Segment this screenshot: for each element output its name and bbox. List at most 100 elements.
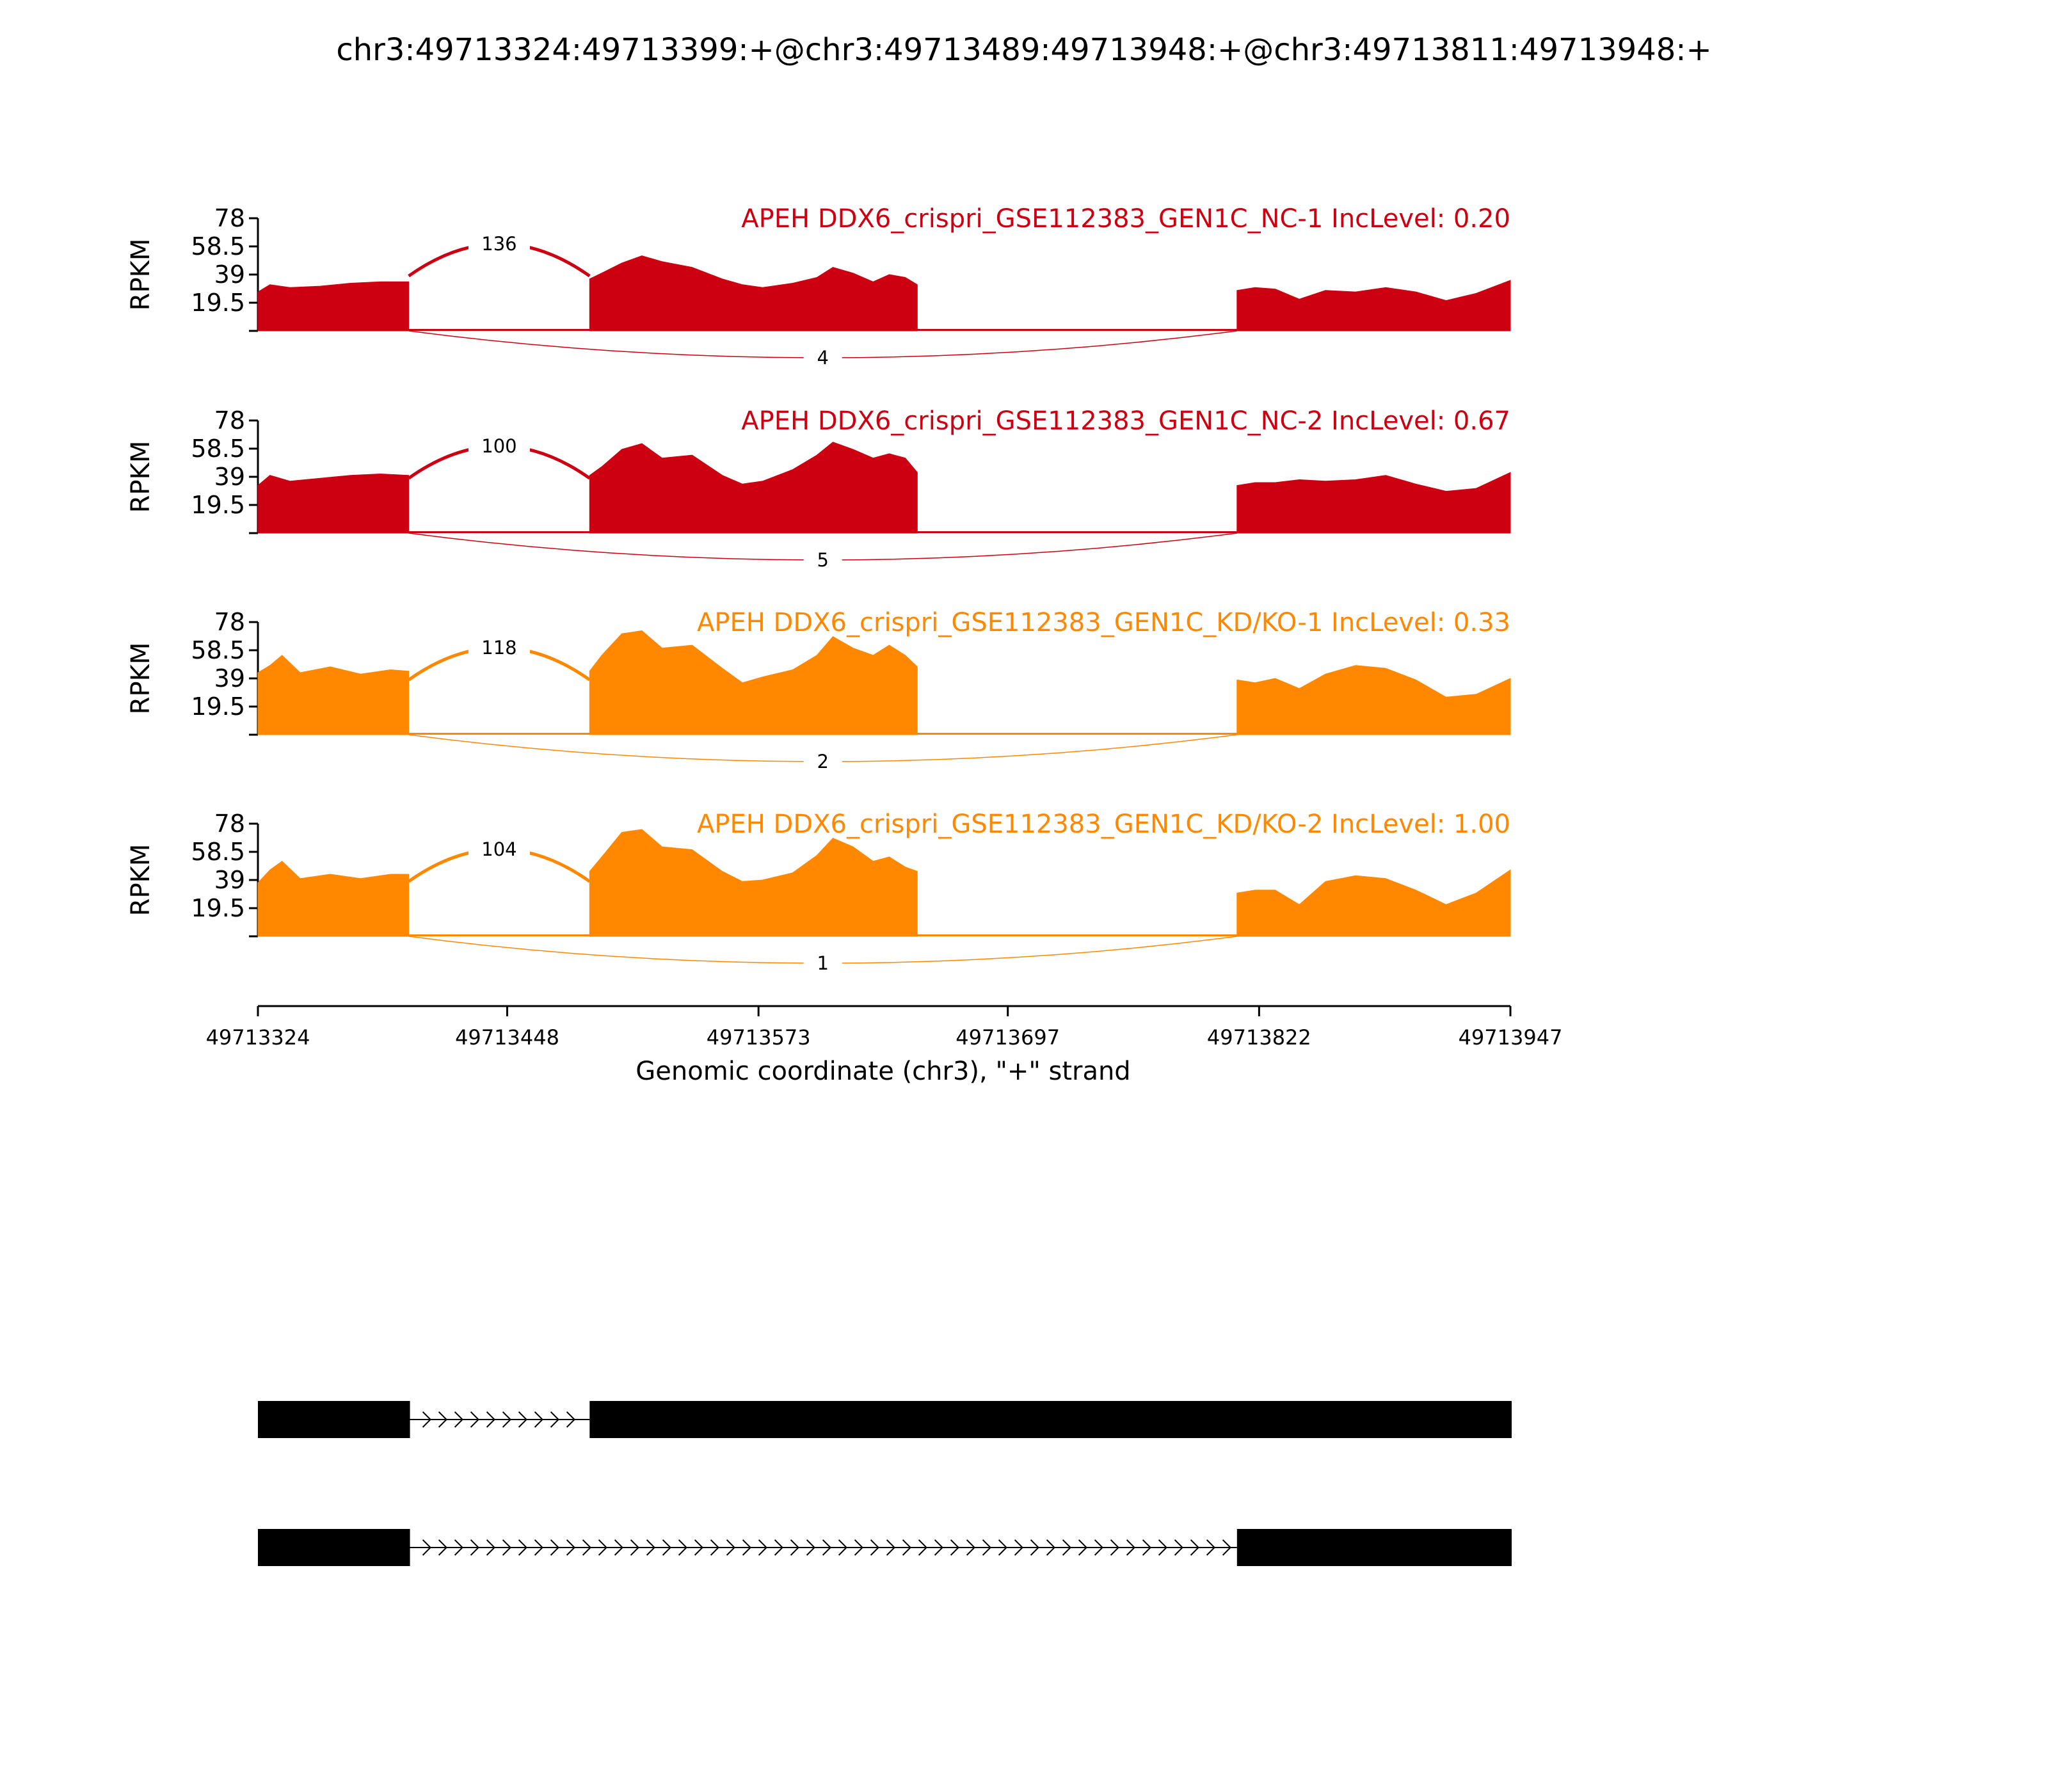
strand-arrow: [1142, 1539, 1152, 1556]
coverage-area-exon-1: [257, 473, 410, 534]
strand-arrow: [998, 1539, 1008, 1556]
strand-arrow: [614, 1539, 624, 1556]
strand-arrow: [662, 1539, 672, 1556]
strand-arrow: [1222, 1539, 1232, 1556]
strand-arrow: [534, 1539, 544, 1556]
strand-arrow: [742, 1539, 752, 1556]
x-tick-label: 49713573: [707, 1025, 811, 1050]
junction-count-skipping: 2: [817, 751, 828, 772]
junction-label-bg: [803, 548, 842, 572]
isoform-exon: [1236, 1529, 1512, 1566]
strand-arrow: [1030, 1539, 1040, 1556]
strand-arrow: [630, 1539, 640, 1556]
junction-count-skipping: 1: [817, 952, 828, 974]
strand-arrow: [678, 1539, 688, 1556]
strand-arrow: [1062, 1539, 1072, 1556]
y-tick-label: 19.5: [191, 692, 245, 721]
strand-arrow: [950, 1539, 960, 1556]
x-axis-label: Genomic coordinate (chr3), "+" strand: [636, 1057, 1130, 1086]
y-tick-label: 19.5: [191, 289, 245, 317]
x-axis: 49713324 49713448 49713573 49713697 49713822…: [206, 1005, 1562, 1050]
isoform-exon: [258, 1401, 410, 1438]
strand-arrow: [1126, 1539, 1136, 1556]
isoform-exon: [258, 1529, 410, 1566]
strand-arrow: [566, 1539, 576, 1556]
junction-count-inclusion: 136: [481, 233, 516, 255]
strand-arrow: [726, 1539, 736, 1556]
junction-label-bg: [803, 750, 842, 773]
strand-arrow: [918, 1539, 928, 1556]
y-tick-label: 78: [214, 810, 245, 838]
junction-label-bg: [803, 346, 842, 369]
strand-arrow: [422, 1411, 432, 1428]
strand-arrow: [1190, 1539, 1200, 1556]
coverage-area-exon-1: [257, 861, 410, 937]
y-tick-label: 78: [214, 204, 245, 232]
y-tick-label: 39: [214, 260, 245, 289]
strand-arrow: [886, 1539, 896, 1556]
isoform-1: [258, 1401, 1512, 1438]
strand-arrow: [534, 1411, 544, 1428]
isoform-exon: [589, 1401, 1512, 1438]
y-tick-label: 39: [214, 866, 245, 894]
strand-arrow: [438, 1411, 448, 1428]
junction-label-bg: [803, 952, 842, 975]
strand-arrow: [1110, 1539, 1120, 1556]
y-axis-label: RPKM: [126, 643, 156, 715]
coverage-area-exon-3: [1236, 472, 1511, 534]
coverage-area-exon-3: [1236, 280, 1511, 332]
y-tick-label: 19.5: [191, 491, 245, 519]
coverage-area-exon-1: [257, 655, 410, 735]
junction-count-inclusion: 100: [481, 435, 516, 457]
strand-arrow: [582, 1539, 592, 1556]
strand-arrow: [550, 1411, 560, 1428]
strand-arrow: [934, 1539, 944, 1556]
x-tick-label: 49713822: [1207, 1025, 1311, 1050]
strand-arrow: [486, 1539, 496, 1556]
junction-count-inclusion: 118: [481, 637, 516, 659]
strand-arrow: [598, 1539, 608, 1556]
y-tick-label: 78: [214, 608, 245, 636]
x-tick-label: 49713448: [455, 1025, 559, 1050]
y-tick-label: 58.5: [191, 435, 245, 463]
coverage-area-exon-3: [1236, 869, 1511, 937]
junction-count-inclusion: 104: [481, 838, 516, 860]
junction-label-bg: [468, 836, 530, 861]
strand-arrow: [438, 1539, 448, 1556]
junction-count-skipping: 5: [817, 549, 828, 571]
sample-title: APEH DDX6_crispri_GSE112383_GEN1C_KD/KO-…: [697, 608, 1510, 637]
strand-arrow: [454, 1411, 464, 1428]
coverage-area-exon-2: [589, 630, 918, 735]
strand-arrow: [806, 1539, 816, 1556]
strand-arrow: [982, 1539, 992, 1556]
strand-arrow: [422, 1539, 432, 1556]
strand-arrow: [502, 1411, 512, 1428]
strand-arrow: [790, 1539, 800, 1556]
strand-arrow: [486, 1411, 496, 1428]
y-tick-label: 58.5: [191, 232, 245, 260]
figure-title: chr3:49713324:49713399:+@chr3:49713489:4…: [336, 32, 1711, 68]
strand-arrow: [1206, 1539, 1216, 1556]
strand-arrow: [774, 1539, 784, 1556]
x-tick-label: 49713697: [956, 1025, 1060, 1050]
coverage-area-exon-2: [589, 442, 918, 534]
strand-arrow: [502, 1539, 512, 1556]
strand-arrow: [1014, 1539, 1024, 1556]
strand-arrow: [518, 1539, 528, 1556]
strand-arrow: [694, 1539, 704, 1556]
y-tick-label: 58.5: [191, 838, 245, 866]
strand-arrow: [838, 1539, 848, 1556]
y-tick-label: 39: [214, 463, 245, 491]
junction-label-bg: [468, 231, 530, 256]
y-axis-label: RPKM: [126, 441, 156, 513]
sample-title: APEH DDX6_crispri_GSE112383_GEN1C_NC-1 I…: [741, 204, 1510, 234]
strand-arrow: [1158, 1539, 1168, 1556]
strand-arrow: [710, 1539, 720, 1556]
isoform-track: [258, 1401, 1512, 1566]
junction-label-bg: [468, 635, 530, 660]
strand-arrow: [566, 1411, 576, 1428]
sample-title: APEH DDX6_crispri_GSE112383_GEN1C_KD/KO-…: [697, 810, 1510, 839]
strand-arrow: [1078, 1539, 1088, 1556]
